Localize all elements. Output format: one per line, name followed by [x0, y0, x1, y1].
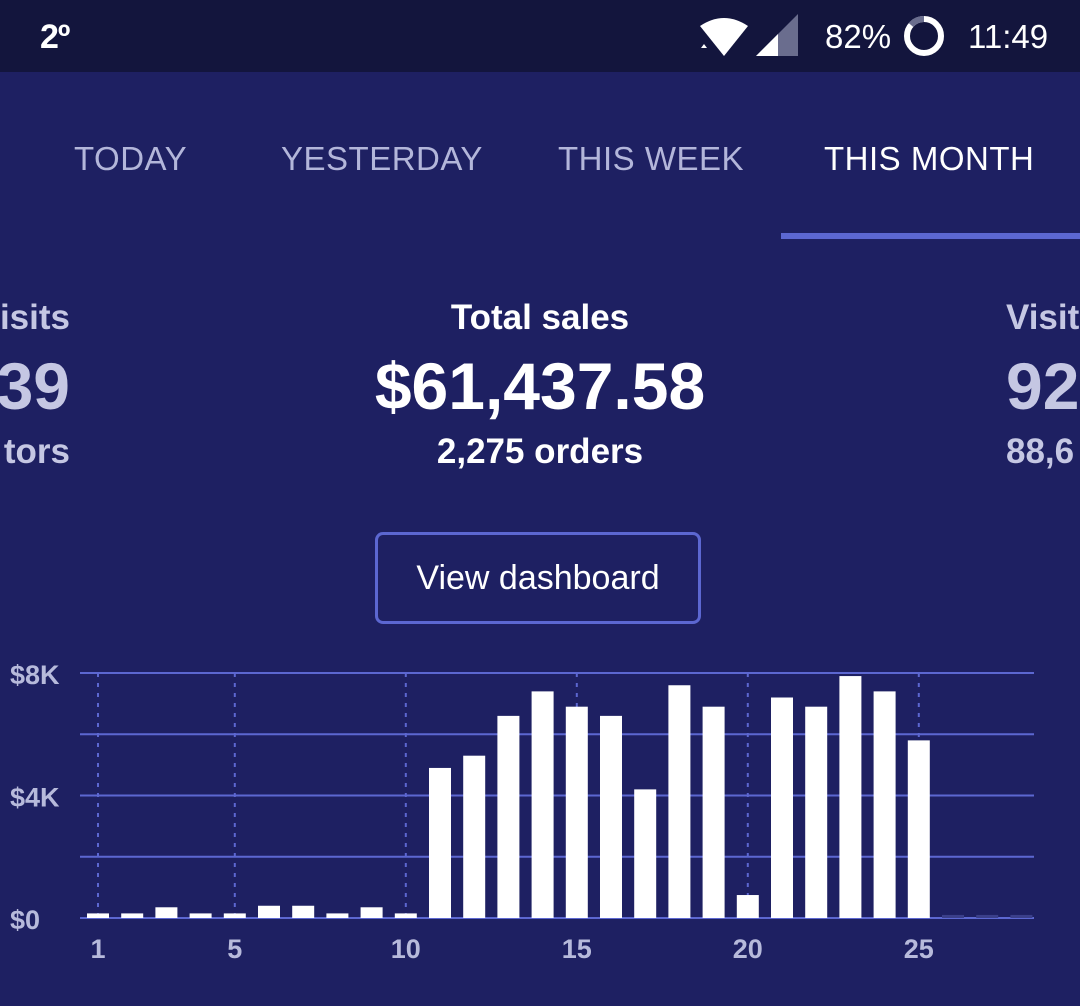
visitors-stat-card[interactable]: Visit 92 88,6: [1006, 298, 1080, 472]
chart-bar: [634, 789, 657, 918]
chart-bar: [292, 905, 315, 918]
chart-bar: [360, 907, 383, 918]
chart-bar: [497, 715, 520, 918]
chart-bar: [189, 913, 212, 918]
stat-value: 92: [1006, 349, 1080, 423]
stat-label: Visit: [1006, 298, 1080, 337]
y-tick-label: $0: [10, 905, 40, 935]
period-tabs: TODAY YESTERDAY THIS WEEK THIS MONTH: [0, 72, 1080, 242]
x-tick-label: 25: [904, 934, 934, 964]
cell-signal-icon: [756, 14, 798, 56]
battery-ring-icon: [904, 15, 944, 56]
stat-sub: tors: [3, 432, 70, 471]
x-tick-label: 1: [90, 934, 105, 964]
chart-bar: [394, 913, 417, 918]
wifi-icon: [700, 18, 748, 56]
chart-bar: [463, 755, 486, 918]
tab-yesterday[interactable]: YESTERDAY: [281, 140, 483, 177]
total-sales-stat-card[interactable]: Total sales $61,437.58 2,275 orders: [290, 298, 790, 472]
chart-bar: [771, 697, 793, 918]
chart-bar: [326, 913, 349, 918]
view-dashboard-button[interactable]: View dashboard: [375, 532, 701, 624]
chart-bar: [429, 767, 451, 918]
chart-bar: [839, 676, 862, 918]
temperature-text: 2º: [40, 18, 70, 56]
chart-bar: [942, 914, 964, 918]
chart-bar: [702, 706, 725, 918]
tab-today[interactable]: TODAY: [74, 140, 188, 177]
chart-bar: [736, 895, 759, 918]
stat-value: 39: [0, 349, 70, 423]
active-tab-indicator: [781, 233, 1080, 239]
x-tick-label: 5: [227, 934, 242, 964]
clock-time: 11:49: [968, 18, 1049, 55]
chart-bar: [258, 905, 280, 918]
battery-percent: 82%: [825, 18, 892, 55]
chart-svg: $8K$4K$0 1 5 10 15 20 25: [10, 660, 1034, 964]
stat-sub: 88,6: [1006, 432, 1075, 471]
chart-bar: [600, 715, 622, 918]
sales-bar-chart: $8K $4K $0 1 5 10 15 20 25: [0, 640, 1080, 1001]
chart-bar: [1010, 914, 1033, 918]
chart-bar: [668, 685, 691, 918]
x-tick-label: 20: [733, 934, 763, 964]
orders-count: 2,275 orders: [436, 432, 644, 471]
y-tick-label: $8K: [10, 660, 60, 690]
stat-label: isits: [0, 298, 70, 337]
y-tick-label: $4K: [10, 783, 60, 813]
total-sales-value: $61,437.58: [374, 349, 706, 423]
chart-bar: [805, 706, 828, 918]
stat-label: Total sales: [450, 298, 630, 337]
chart-bar: [155, 907, 178, 918]
chart-bar: [121, 913, 144, 918]
chart-bar: [531, 691, 554, 918]
x-tick-label: 15: [562, 934, 592, 964]
chart-bar: [976, 914, 999, 918]
chart-bar: [873, 691, 896, 918]
visits-stat-card[interactable]: isits 39 tors: [0, 298, 70, 472]
status-bar: 2º 82% 11:49: [0, 0, 1080, 72]
chart-bar: [907, 740, 930, 918]
tab-this-month[interactable]: THIS MONTH: [824, 140, 1035, 177]
x-tick-label: 10: [391, 934, 421, 964]
chart-bar: [223, 913, 246, 918]
tab-this-week[interactable]: THIS WEEK: [558, 140, 745, 177]
chart-bar: [87, 913, 109, 918]
chart-bar: [565, 706, 588, 918]
